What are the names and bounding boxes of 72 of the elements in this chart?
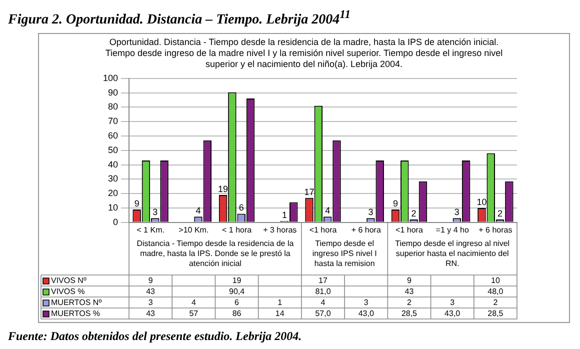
x-tick-label: >10 Km. <box>178 225 209 234</box>
data-label: 86 <box>232 308 242 318</box>
data-label: 17 <box>318 276 328 285</box>
data-label: 43,0 <box>444 308 461 318</box>
text: 4 <box>196 205 201 216</box>
y-tick-label: 60 <box>108 130 118 140</box>
y-tick-label: 20 <box>108 188 118 198</box>
legend-label: MUERTOS % <box>51 308 100 318</box>
data-label: 3 <box>450 298 456 307</box>
text: 2 <box>411 208 416 218</box>
y-tick-label: 100 <box>102 72 118 83</box>
text: 3 <box>368 206 374 217</box>
text: 3 <box>152 206 158 217</box>
x-tick-label: + 6 horas <box>478 225 512 234</box>
data-label: 1 <box>278 298 283 307</box>
text: 9 <box>134 198 140 208</box>
data-label: 43 <box>146 286 156 296</box>
data-label: 57,0 <box>315 308 332 318</box>
data-label: 81,0 <box>315 286 332 296</box>
data-label: 4 <box>320 298 326 307</box>
data-label: 3 <box>364 298 369 307</box>
y-tick-label: 0 <box>112 216 118 227</box>
data-label: 43,0 <box>358 308 374 318</box>
text: 19 <box>218 184 228 194</box>
text: Tiempo desde el ingreso al nivel superior hasta el nacimiento del RN. <box>395 238 510 268</box>
legend-label: VIVOS % <box>51 286 85 296</box>
data-label: 28,5 <box>488 308 504 318</box>
x-tick-label: =1 y 4 ho <box>436 225 470 234</box>
y-tick-label: 90 <box>108 86 118 97</box>
text: 17 <box>304 186 314 197</box>
x-tick-label: <1 hora <box>396 225 424 234</box>
text: Distancia - Tiempo desde la residencia de la madre, hasta la IPS. Donde se le prestó la atención inicial <box>136 238 294 268</box>
source-note: Fuente: Datos obtenidos del presente estudio. Lebrija 2004. <box>8 328 303 344</box>
text: Tiempo desde el ingreso IPS nivel I hasta la remision <box>312 238 377 268</box>
data-label: 14 <box>275 308 285 318</box>
data-label: 19 <box>232 276 242 285</box>
text: 10 <box>476 196 487 207</box>
text: 2 <box>498 208 503 218</box>
text: 6 <box>238 202 244 212</box>
y-tick-label: 30 <box>108 173 118 184</box>
text: 9 <box>392 198 398 208</box>
data-label: 28,5 <box>401 308 418 318</box>
data-label: 9 <box>406 276 412 285</box>
data-label: 3 <box>148 298 154 307</box>
data-label: 57 <box>189 308 199 318</box>
data-label: 43 <box>404 286 414 296</box>
data-label: 10 <box>490 276 500 285</box>
chart-title: Figura 2. Oportunidad. Distancia – Tiempo. Lebrija 2004$^{11}$ <box>8 8 352 29</box>
x-tick-label: + 6 hora <box>351 225 382 234</box>
text: 4 <box>325 205 330 216</box>
y-tick-label: 80 <box>108 101 118 112</box>
data-label: 9 <box>148 276 154 285</box>
x-tick-label: + 3 horas <box>263 225 297 234</box>
y-tick-label: 70 <box>108 116 118 126</box>
legend-label: VIVOS Nº <box>51 276 86 285</box>
legend-label: MUERTOS Nº <box>51 298 102 307</box>
text: 1 <box>282 210 287 220</box>
x-tick-label: < 1 hora <box>222 225 252 234</box>
data-label: 4 <box>191 298 196 307</box>
x-tick-label: < 1 Km. <box>136 225 164 234</box>
y-tick-label: 40 <box>108 158 118 169</box>
x-tick-label: <1 hora <box>309 225 338 234</box>
data-label: 90,4 <box>228 286 246 296</box>
y-tick-label: 50 <box>108 144 118 155</box>
y-tick-label: 10 <box>108 202 118 212</box>
chart-subtitle: Oportunidad. Distancia - Tiempo desde la residencia de la madre, hasta la IPS de atención inicial. Tiempo desde ingreso de la madre nivel I y la remisión nivel superior. Tiempo desde el ingreso nivel superior y el nacimiento del niño(a). Lebrija 2004. <box>104 36 504 70</box>
data-label: 43 <box>146 308 156 318</box>
text: 3 <box>454 206 460 217</box>
data-label: 2 <box>406 298 412 307</box>
data-label: 6 <box>234 298 240 307</box>
data-label: 48,0 <box>488 286 504 296</box>
data-label: 2 <box>493 298 498 307</box>
